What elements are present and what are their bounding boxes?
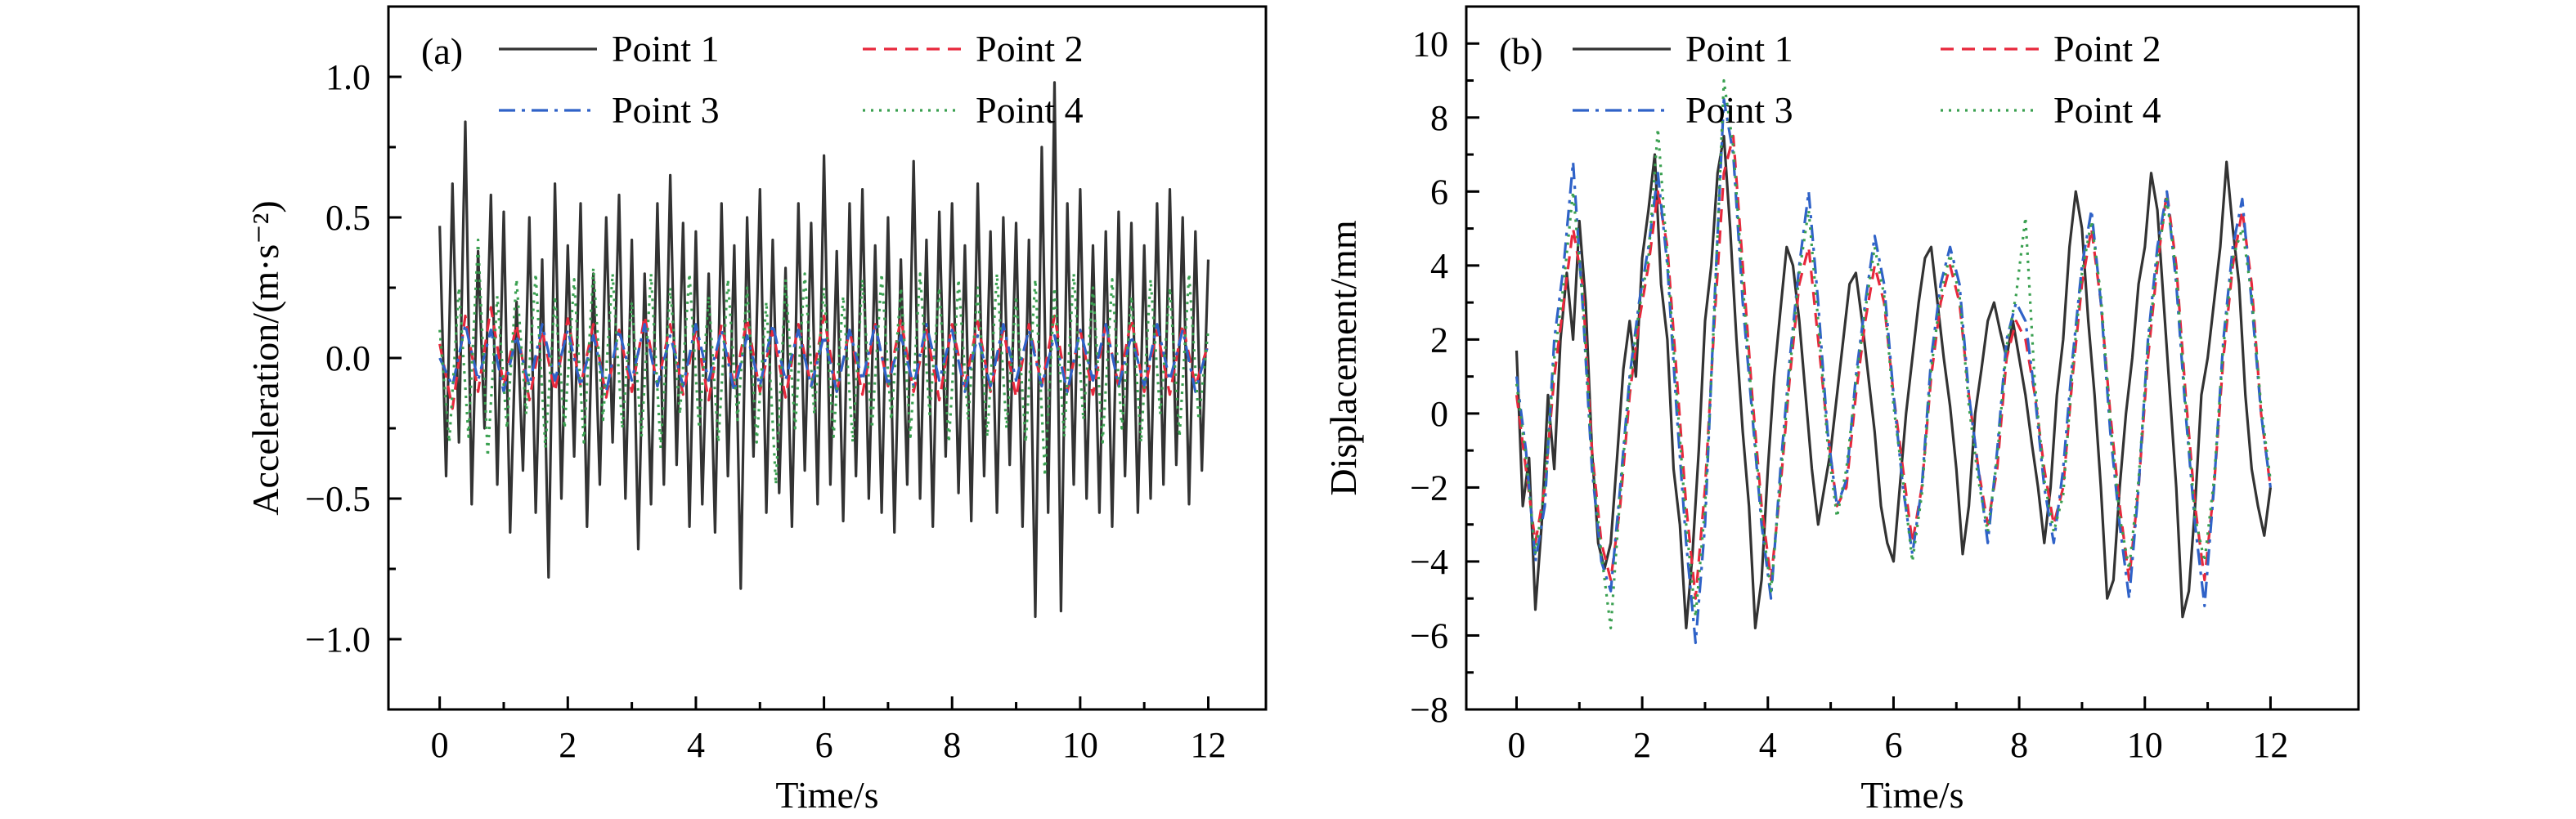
- y-tick-label: 6: [1430, 172, 1448, 212]
- x-tick-label: 6: [815, 725, 833, 765]
- y-tick-label: 8: [1430, 98, 1448, 138]
- legend-label: Point 3: [612, 89, 720, 131]
- series-line-point-4: [1515, 78, 2272, 629]
- x-tick-label: 8: [2010, 725, 2028, 765]
- x-axis-title: Time/s: [775, 774, 878, 816]
- legend-label: Point 2: [976, 28, 1084, 69]
- x-tick-label: 0: [1507, 725, 1525, 765]
- x-tick-label: 12: [1191, 725, 1227, 765]
- y-tick-label: −4: [1410, 542, 1448, 582]
- x-tick-label: 4: [1759, 725, 1777, 765]
- legend-label: Point 1: [1685, 28, 1793, 69]
- x-tick-label: 6: [1884, 725, 1902, 765]
- y-tick-label: −0.5: [305, 479, 370, 519]
- series-line-point-3: [438, 323, 1210, 393]
- y-tick-label: −2: [1410, 468, 1448, 508]
- y-tick-label: 2: [1430, 320, 1448, 360]
- x-tick-label: 10: [1062, 725, 1098, 765]
- legend-label: Point 4: [976, 89, 1084, 131]
- x-tick-label: 0: [431, 725, 449, 765]
- legend-label: Point 1: [612, 28, 720, 69]
- panel-label: (a): [421, 30, 463, 72]
- legend: Point 1 Point 2 Point 3 Point 4: [1573, 28, 2161, 131]
- x-tick-label: 4: [687, 725, 705, 765]
- y-axis-title: Acceleration/(m·s⁻²): [245, 200, 286, 515]
- panel-a-acceleration-chart: 0 2 4 6 8 10 12 −1.0 −0.5 0.0 0.5 1.0 Time/s Accelera…: [245, 5, 1268, 816]
- y-tick-label: 10: [1412, 24, 1448, 64]
- x-tick-label: 8: [943, 725, 961, 765]
- y-tick-label: −1.0: [305, 620, 370, 660]
- y-tick-label: 0.0: [325, 338, 370, 378]
- series-group: [438, 81, 1210, 619]
- x-tick-label: 12: [2252, 725, 2288, 765]
- x-tick-label: 2: [1633, 725, 1651, 765]
- legend: Point 1 Point 2 Point 3 Point 4: [499, 28, 1084, 131]
- plot-frame: [1465, 5, 2360, 711]
- x-tick-label: 2: [559, 725, 577, 765]
- y-tick-label: 4: [1430, 246, 1448, 286]
- y-tick-label: 0.5: [325, 198, 370, 238]
- x-axis-title: Time/s: [1860, 774, 1963, 816]
- y-tick-label: −8: [1410, 690, 1448, 730]
- y-tick-label: 1.0: [325, 57, 370, 97]
- series-line-point-1: [1515, 134, 2272, 629]
- x-tick-label: 10: [2127, 725, 2163, 765]
- legend-label: Point 3: [1685, 89, 1793, 131]
- legend-label: Point 4: [2053, 89, 2161, 131]
- panel-b-displacement-chart: 0 2 4 6 8 10 12 −8 −6 −4 −2 0 2 4 6 8 10 Time/s Displaceme…: [1322, 5, 2360, 816]
- series-line-point-1: [438, 81, 1210, 619]
- series-line-point-2: [438, 306, 1210, 410]
- series-group: [1515, 78, 2272, 645]
- y-axis-title: Displacement/mm: [1322, 220, 1364, 495]
- panel-label: (b): [1499, 30, 1543, 72]
- legend-label: Point 2: [2053, 28, 2161, 69]
- y-tick-label: −6: [1410, 615, 1448, 656]
- y-tick-label: 0: [1430, 394, 1448, 434]
